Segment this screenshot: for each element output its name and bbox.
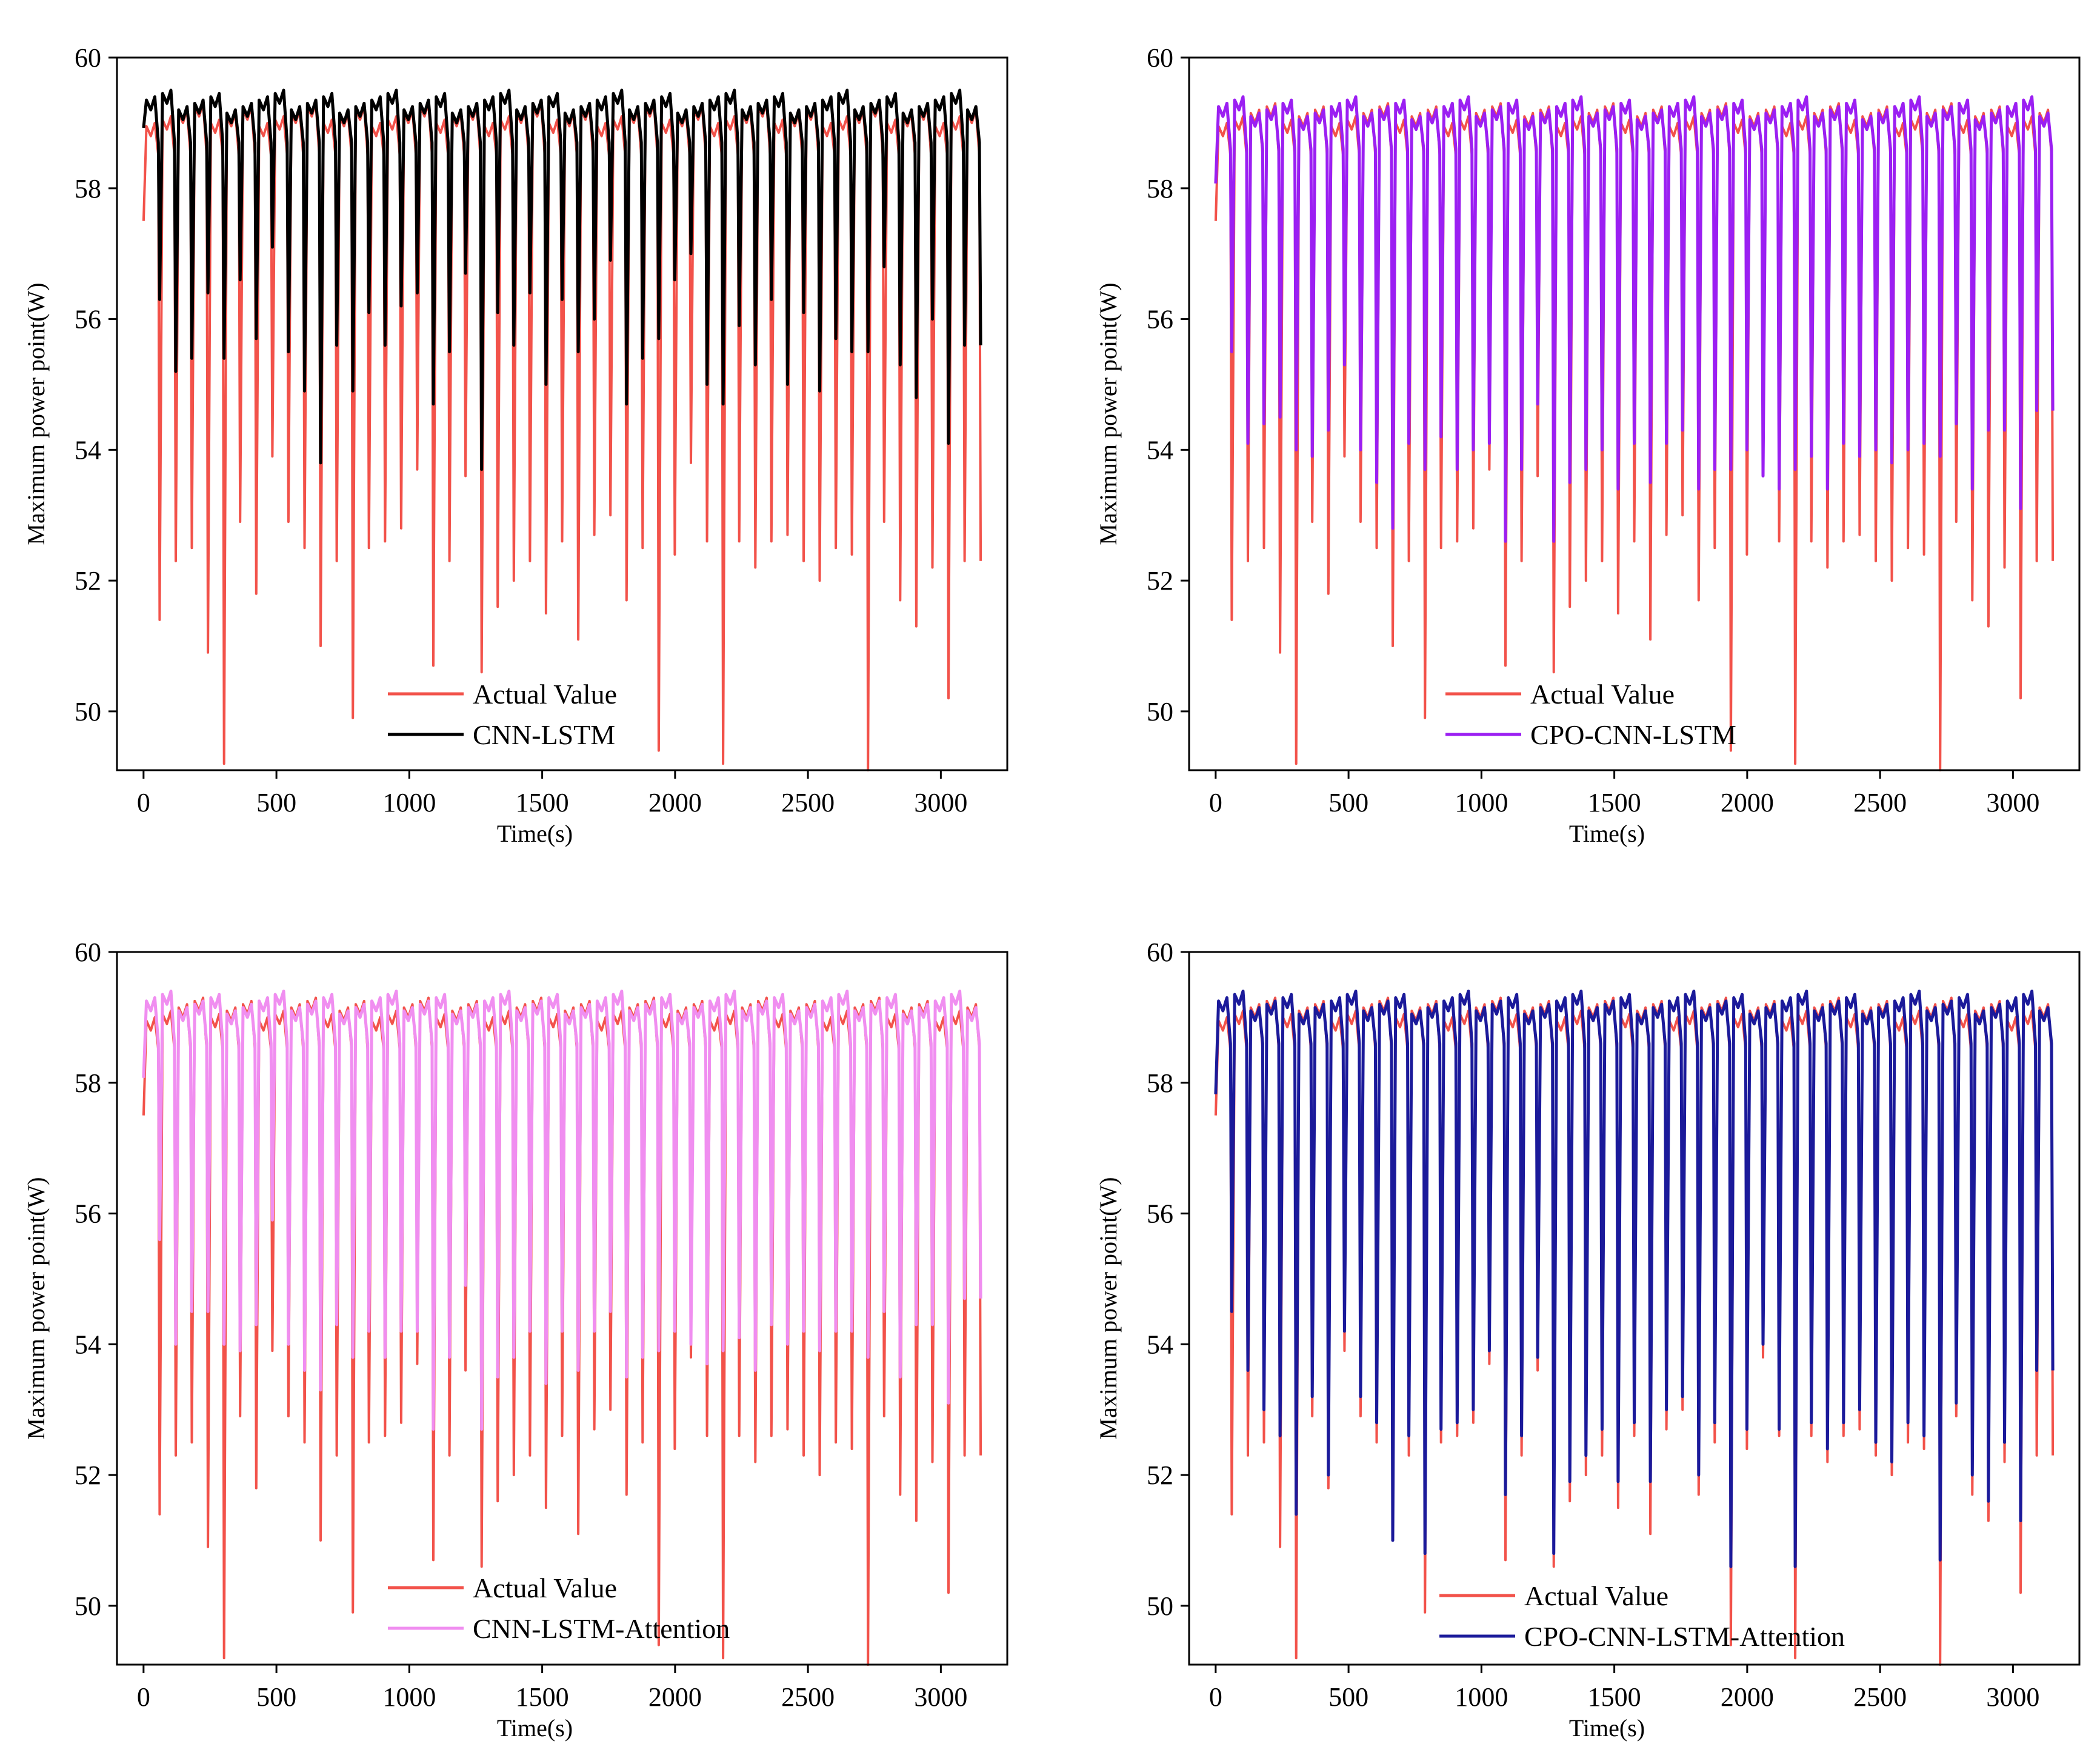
y-tick-label: 54 xyxy=(75,1330,101,1359)
legend-label: Actual Value xyxy=(1530,679,1675,710)
x-tick-label: 1000 xyxy=(1455,788,1508,817)
y-tick-label: 56 xyxy=(75,1199,101,1229)
series-line-cnn-lstm xyxy=(142,88,982,471)
y-tick-label: 58 xyxy=(1147,1068,1173,1098)
y-tick-label: 60 xyxy=(1147,43,1173,73)
y-tick-label: 56 xyxy=(1147,305,1173,334)
x-tick-label: 0 xyxy=(137,1682,150,1712)
legend-label: CPO-CNN-LSTM-Attention xyxy=(1524,1621,1845,1652)
y-tick-label: 58 xyxy=(75,174,101,204)
y-tick-label: 52 xyxy=(1147,566,1173,596)
x-tick-label: 0 xyxy=(1209,1682,1222,1712)
x-tick-label: 3000 xyxy=(1986,788,2039,817)
x-tick-label: 1000 xyxy=(382,788,436,817)
x-axis-title: Time(s) xyxy=(1569,820,1645,847)
y-tick-label: 54 xyxy=(1147,435,1173,465)
y-tick-label: 50 xyxy=(75,1591,101,1621)
chart-panel-1: 0 500 1000 1500 2000 2500 3000 50 52 54 56 58 60 Time… xyxy=(22,43,1008,847)
legend-label: Actual Value xyxy=(473,679,617,710)
y-tick-label: 54 xyxy=(75,435,101,465)
legend-label: Actual Value xyxy=(473,1573,617,1603)
series-line-cnn-lstm-attention xyxy=(142,990,982,1431)
y-tick-label: 50 xyxy=(1147,1591,1173,1621)
x-tick-label: 500 xyxy=(256,788,296,817)
y-tick-label: 60 xyxy=(75,43,101,73)
series-line-cpo-cnn-lstm xyxy=(1214,95,2055,543)
x-tick-label: 1500 xyxy=(516,788,569,817)
plot-frame xyxy=(116,951,1008,1666)
legend-label: CPO-CNN-LSTM xyxy=(1530,719,1736,750)
x-tick-label: 2000 xyxy=(648,788,702,817)
x-axis-title: Time(s) xyxy=(497,1714,573,1742)
legend: Actual Value CNN-LSTM-Attention xyxy=(388,1573,730,1644)
x-tick-label: 2000 xyxy=(1721,788,1774,817)
legend: Actual Value CNN-LSTM xyxy=(388,679,617,750)
plot-frame xyxy=(1188,56,2081,771)
x-tick-label: 2000 xyxy=(648,1682,702,1712)
x-tick-label: 2000 xyxy=(1721,1682,1774,1712)
x-tick-label: 3000 xyxy=(914,788,967,817)
y-axis-title: Maximum power point(W) xyxy=(22,1177,50,1439)
y-tick-label: 54 xyxy=(1147,1330,1173,1359)
legend-label: Actual Value xyxy=(1524,1580,1668,1611)
y-tick-label: 50 xyxy=(75,697,101,727)
y-tick-label: 60 xyxy=(75,937,101,967)
x-tick-label: 0 xyxy=(137,788,150,817)
y-axis-title: Maximum power point(W) xyxy=(1095,1177,1122,1439)
x-tick-label: 1500 xyxy=(516,1682,569,1712)
x-tick-label: 1000 xyxy=(382,1682,436,1712)
plot-frame xyxy=(116,56,1008,771)
y-tick-label: 52 xyxy=(1147,1460,1173,1490)
y-tick-label: 52 xyxy=(75,1460,101,1490)
x-tick-label: 2500 xyxy=(1853,788,1907,817)
x-tick-label: 500 xyxy=(1328,788,1368,817)
x-tick-label: 500 xyxy=(1328,1682,1368,1712)
y-tick-label: 60 xyxy=(1147,937,1173,967)
x-tick-label: 1500 xyxy=(1588,788,1641,817)
x-axis-title: Time(s) xyxy=(1569,1714,1645,1742)
y-axis-title: Maximum power point(W) xyxy=(22,282,50,545)
x-tick-label: 3000 xyxy=(914,1682,967,1712)
x-tick-label: 500 xyxy=(256,1682,296,1712)
x-tick-label: 0 xyxy=(1209,788,1222,817)
chart-panel-3: 0 500 1000 1500 2000 2500 3000 50 52 54 56 58 60 Time… xyxy=(22,937,1008,1742)
y-axis-title: Maximum power point(W) xyxy=(1095,282,1122,545)
legend-label: CNN-LSTM-Attention xyxy=(473,1613,730,1644)
y-tick-label: 56 xyxy=(75,305,101,334)
y-tick-label: 52 xyxy=(75,566,101,596)
x-tick-label: 2500 xyxy=(1853,1682,1907,1712)
x-tick-label: 1000 xyxy=(1455,1682,1508,1712)
chart-panel-4: 0 500 1000 1500 2000 2500 3000 50 52 54 56 58 60 Time… xyxy=(1095,937,2081,1742)
x-tick-label: 3000 xyxy=(1986,1682,2039,1712)
y-tick-label: 58 xyxy=(1147,174,1173,204)
y-tick-label: 58 xyxy=(75,1068,101,1098)
x-tick-label: 2500 xyxy=(781,788,835,817)
chart-panel-2: 0 500 1000 1500 2000 2500 3000 50 52 54 56 58 60 Time… xyxy=(1095,43,2081,847)
series-line-cpo-cnn-lstm-attention xyxy=(1214,990,2055,1568)
legend: Actual Value CPO-CNN-LSTM-Attention xyxy=(1439,1580,1845,1652)
y-tick-label: 50 xyxy=(1147,697,1173,727)
x-tick-label: 2500 xyxy=(781,1682,835,1712)
legend: Actual Value CPO-CNN-LSTM xyxy=(1445,679,1736,750)
y-tick-label: 56 xyxy=(1147,1199,1173,1229)
x-tick-label: 1500 xyxy=(1588,1682,1641,1712)
plot-frame xyxy=(1188,951,2081,1666)
legend-label: CNN-LSTM xyxy=(473,719,615,750)
x-axis-title: Time(s) xyxy=(497,820,573,847)
